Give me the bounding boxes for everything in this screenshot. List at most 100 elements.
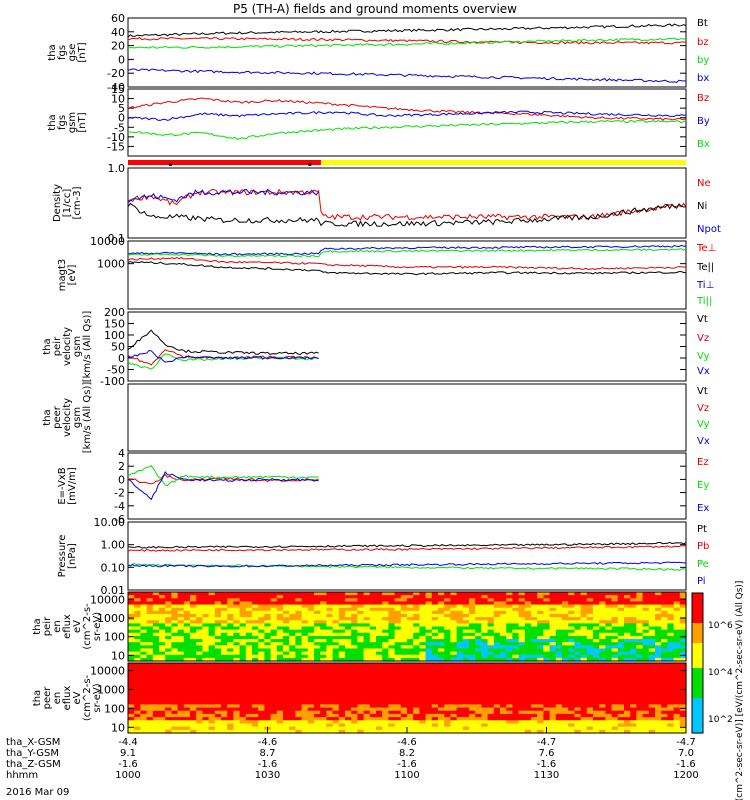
heatmap-cell <box>555 642 563 646</box>
heatmap-cell <box>469 654 476 659</box>
heatmap-cell <box>642 720 650 725</box>
heatmap-cell <box>456 617 464 621</box>
heatmap-cell <box>611 720 619 725</box>
heatmap-cell <box>611 654 619 659</box>
heatmap-cell <box>506 704 513 709</box>
heatmap-cell <box>165 669 172 674</box>
heatmap-cell <box>351 639 358 643</box>
heatmap-cell <box>332 642 340 646</box>
heatmap-cell <box>171 598 179 603</box>
heatmap-cell <box>469 620 476 624</box>
heatmap-cell <box>531 685 538 690</box>
heatmap-cell <box>450 629 458 634</box>
heatmap-cell <box>270 617 278 621</box>
heatmap-cell <box>382 604 389 609</box>
heatmap-cell <box>140 623 148 628</box>
heatmap-cell <box>382 713 389 718</box>
heatmap-cell <box>543 626 551 631</box>
heatmap-cell <box>276 598 284 603</box>
heatmap-cell <box>500 707 507 712</box>
heatmap-cell <box>326 704 334 709</box>
heatmap-cell <box>363 598 371 603</box>
heatmap-cell <box>388 666 396 670</box>
heatmap-cell <box>152 617 160 621</box>
heatmap-cell <box>425 601 433 606</box>
heatmap-cell <box>512 688 520 693</box>
heatmap-cell <box>134 648 141 653</box>
heatmap-cell <box>183 613 191 618</box>
heatmap-cell <box>165 642 172 646</box>
heatmap-cell <box>190 694 197 699</box>
heatmap-cell <box>171 604 179 609</box>
heatmap-cell <box>512 666 520 670</box>
heatmap-cell <box>562 701 569 705</box>
heatmap-cell <box>462 632 470 637</box>
heatmap-cell <box>276 632 284 637</box>
heatmap-cell <box>276 654 284 659</box>
heatmap-cell <box>202 698 210 702</box>
heatmap-cell <box>549 682 557 686</box>
heatmap-cell <box>394 701 402 705</box>
heatmap-cell <box>369 610 377 615</box>
heatmap-cell <box>165 717 172 721</box>
heatmap-cell <box>357 717 365 721</box>
heatmap-cell <box>351 632 358 637</box>
heatmap-cell <box>611 598 619 603</box>
heatmap-cell <box>574 701 582 705</box>
heatmap-cell <box>673 626 681 631</box>
heatmap-cell <box>617 717 625 721</box>
heatmap-cell <box>493 710 501 715</box>
heatmap-cell <box>642 654 650 659</box>
heatmap-cell <box>394 694 402 699</box>
heatmap-cell <box>425 604 433 609</box>
heatmap-cell <box>307 645 315 650</box>
heatmap-cell <box>512 694 520 699</box>
heatmap-cell <box>469 723 476 728</box>
heatmap-cell <box>475 666 482 670</box>
heatmap-cell <box>134 620 141 624</box>
heatmap-cell <box>314 688 321 693</box>
heatmap-cell <box>196 626 203 631</box>
heatmap-cell <box>196 654 203 659</box>
heatmap-cell <box>679 604 687 609</box>
y-axis-label: gsm <box>72 336 83 357</box>
heatmap-cell <box>301 675 309 680</box>
heatmap-cell <box>276 613 284 618</box>
heatmap-cell <box>518 685 526 690</box>
heatmap-cell <box>233 688 241 693</box>
heatmap-cell <box>258 635 265 640</box>
heatmap-cell <box>531 710 538 715</box>
heatmap-cell <box>140 626 148 631</box>
heatmap-cell <box>667 688 675 693</box>
heatmap-cell <box>338 654 346 659</box>
heatmap-cell <box>196 678 203 683</box>
heatmap-cell <box>171 707 179 712</box>
heatmap-cell <box>190 595 197 599</box>
heatmap-cell <box>264 720 272 725</box>
heatmap-cell <box>648 595 656 599</box>
heatmap-cell <box>140 629 148 634</box>
heatmap-cell <box>171 623 179 628</box>
heatmap-cell <box>351 629 358 634</box>
heatmap-cell <box>233 629 241 634</box>
heatmap-cell <box>363 713 371 718</box>
heatmap-cell <box>642 601 650 606</box>
heatmap-cell <box>599 726 606 731</box>
heatmap-cell <box>307 648 315 653</box>
heatmap-cell <box>655 672 662 677</box>
heatmap-cell <box>500 717 507 721</box>
heatmap-cell <box>239 717 247 721</box>
heatmap-cell <box>152 654 160 659</box>
heatmap-cell <box>586 704 594 709</box>
heatmap-cell <box>624 620 631 624</box>
heatmap-cell <box>214 604 222 609</box>
heatmap-cell <box>679 717 687 721</box>
heatmap-cell <box>661 629 668 634</box>
heatmap-cell <box>214 666 222 670</box>
heatmap-cell <box>642 707 650 712</box>
heatmap-cell <box>450 691 458 696</box>
heatmap-cell <box>276 629 284 634</box>
heatmap-cell <box>400 704 408 709</box>
heatmap-cell <box>190 710 197 715</box>
